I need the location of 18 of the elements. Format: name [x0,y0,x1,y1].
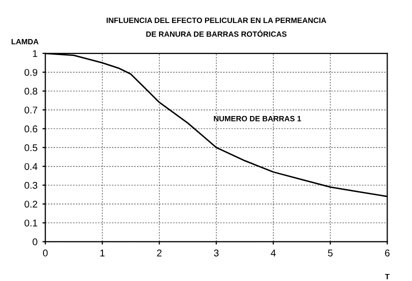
x-tick-label: 3 [214,250,219,256]
x-tick-label: 4 [270,250,276,256]
y-tick-label: 0.9 [24,68,38,76]
y-tick-label: 0.1 [24,220,38,226]
y-tick-label: 0.6 [24,125,38,132]
x-tick-label: 0 [42,250,48,256]
y-tick-label: 1 [33,50,38,57]
x-tick-label: 1 [100,250,105,256]
y-tick-label: 0.7 [24,106,38,114]
y-tick-label: 0 [32,238,38,246]
y-tick-label: 0.4 [24,163,38,170]
y-tick-label: 0.5 [24,144,38,152]
y-tick-label: 0.2 [24,200,38,208]
y-tick-label: 0.3 [24,182,38,189]
x-tick-label: 6 [385,250,390,256]
y-tick-label: 0.8 [24,88,38,95]
x-tick-label: 5 [328,250,333,256]
x-tick-label: 2 [157,250,162,256]
